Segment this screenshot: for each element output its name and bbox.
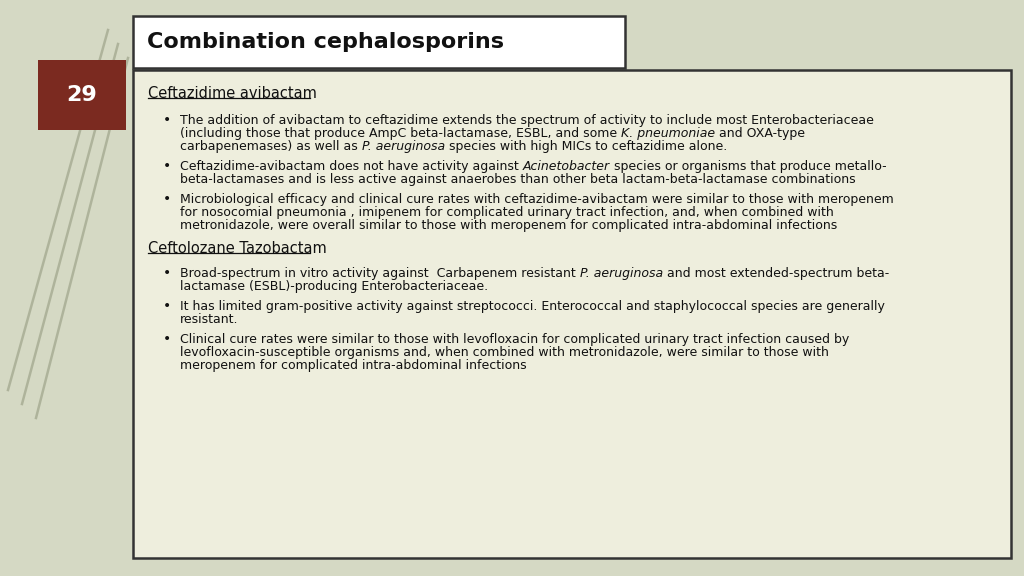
FancyBboxPatch shape	[133, 16, 625, 68]
Text: Broad-spectrum in vitro activity against  Carbapenem resistant: Broad-spectrum in vitro activity against…	[180, 267, 580, 280]
Text: 29: 29	[67, 85, 97, 105]
Text: meropenem for complicated intra-abdominal infections: meropenem for complicated intra-abdomina…	[180, 359, 526, 372]
Text: beta-lactamases and is less active against anaerobes than other beta lactam-beta: beta-lactamases and is less active again…	[180, 173, 856, 186]
Text: P. aeruginosa: P. aeruginosa	[361, 140, 444, 153]
Text: •: •	[163, 299, 171, 313]
Text: It has limited gram-positive activity against streptococci. Enterococcal and sta: It has limited gram-positive activity ag…	[180, 300, 885, 313]
Text: K. pneumoniae: K. pneumoniae	[622, 127, 715, 140]
Text: and OXA-type: and OXA-type	[715, 127, 805, 140]
Text: levofloxacin-susceptible organisms and, when combined with metronidazole, were s: levofloxacin-susceptible organisms and, …	[180, 346, 828, 359]
Text: carbapenemases) as well as: carbapenemases) as well as	[180, 140, 361, 153]
Text: •: •	[163, 332, 171, 346]
Text: species or organisms that produce metallo-: species or organisms that produce metall…	[610, 160, 887, 173]
Text: P. aeruginosa: P. aeruginosa	[580, 267, 663, 280]
Text: Clinical cure rates were similar to those with levofloxacin for complicated urin: Clinical cure rates were similar to thos…	[180, 333, 849, 346]
Text: Ceftazidime-avibactam does not have activity against: Ceftazidime-avibactam does not have acti…	[180, 160, 522, 173]
Text: lactamase (ESBL)-producing Enterobacteriaceae.: lactamase (ESBL)-producing Enterobacteri…	[180, 280, 488, 293]
Text: resistant.: resistant.	[180, 313, 239, 326]
Text: •: •	[163, 266, 171, 280]
Text: Microbiological efficacy and clinical cure rates with ceftazidime-avibactam were: Microbiological efficacy and clinical cu…	[180, 193, 894, 206]
Text: Acinetobacter: Acinetobacter	[522, 160, 610, 173]
FancyBboxPatch shape	[38, 60, 126, 130]
Text: Combination cephalosporins: Combination cephalosporins	[147, 32, 504, 52]
Text: •: •	[163, 113, 171, 127]
Text: The addition of avibactam to ceftazidime extends the spectrum of activity to inc: The addition of avibactam to ceftazidime…	[180, 114, 873, 127]
Text: •: •	[163, 159, 171, 173]
Text: •: •	[163, 192, 171, 206]
Text: metronidazole, were overall similar to those with meropenem for complicated intr: metronidazole, were overall similar to t…	[180, 219, 838, 232]
Text: Ceftazidime avibactam: Ceftazidime avibactam	[148, 86, 316, 101]
Text: (including those that produce AmpC beta-lactamase, ESBL, and some: (including those that produce AmpC beta-…	[180, 127, 622, 140]
Text: for nosocomial pneumonia , imipenem for complicated urinary tract infection, and: for nosocomial pneumonia , imipenem for …	[180, 206, 834, 219]
Text: and most extended-spectrum beta-: and most extended-spectrum beta-	[663, 267, 889, 280]
Text: species with high MICs to ceftazidime alone.: species with high MICs to ceftazidime al…	[444, 140, 727, 153]
FancyBboxPatch shape	[133, 70, 1011, 558]
Text: Ceftolozane Tazobactam: Ceftolozane Tazobactam	[148, 241, 327, 256]
